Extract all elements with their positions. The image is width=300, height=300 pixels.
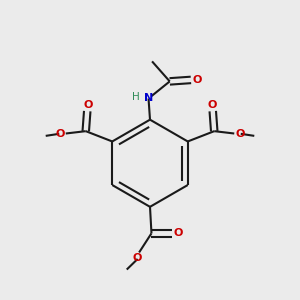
Text: H: H: [132, 92, 140, 102]
Text: N: N: [144, 94, 153, 103]
Text: O: O: [133, 254, 142, 263]
Text: O: O: [236, 129, 245, 140]
Text: O: O: [208, 100, 217, 110]
Text: O: O: [83, 100, 92, 110]
Text: O: O: [174, 228, 183, 238]
Text: O: O: [193, 75, 202, 85]
Text: O: O: [55, 129, 64, 140]
